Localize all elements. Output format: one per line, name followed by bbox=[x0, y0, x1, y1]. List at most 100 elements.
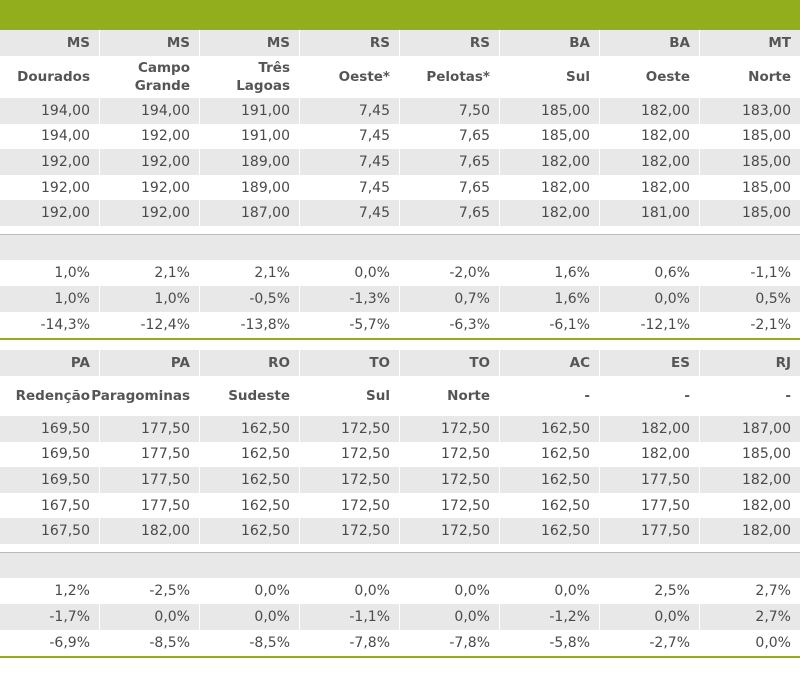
price-cell: 167,50 bbox=[0, 492, 100, 519]
city-header-row: Redenção Paragominas Sudeste Sul Norte - - - bbox=[0, 375, 800, 416]
state-header: RS bbox=[400, 30, 500, 56]
spacer bbox=[0, 225, 800, 234]
city-header: Sul bbox=[300, 375, 400, 416]
change-cell: -8,5% bbox=[100, 629, 200, 656]
change-cell: -6,9% bbox=[0, 629, 100, 656]
price-cell: 187,00 bbox=[200, 200, 300, 226]
change-cell: 1,0% bbox=[0, 285, 100, 312]
price-cell: 182,00 bbox=[500, 149, 600, 175]
state-header: RS bbox=[300, 30, 400, 56]
price-cell: 162,50 bbox=[500, 492, 600, 519]
price-row: 167,50 182,00 162,50 172,50 172,50 162,50 177,… bbox=[0, 518, 800, 544]
change-cell: 1,6% bbox=[500, 259, 600, 286]
price-cell: 182,00 bbox=[500, 200, 600, 226]
price-row: 194,00 194,00 191,00 7,45 7,50 185,00 182,00 18… bbox=[0, 98, 800, 124]
price-row: 194,00 192,00 191,00 7,45 7,65 185,00 182,00 18… bbox=[0, 123, 800, 150]
change-cell: -1,1% bbox=[750, 264, 791, 281]
change-cell: 0,0% bbox=[600, 603, 700, 630]
change-cell: -1,3% bbox=[300, 285, 400, 312]
price-row: 167,50 177,50 162,50 172,50 172,50 162,50 177,… bbox=[0, 492, 800, 519]
price-cell: 172,50 bbox=[400, 441, 500, 468]
change-row: -14,3% -12,4% -13,8% -5,7% -6,3% -6,1% -12,1% -… bbox=[0, 311, 800, 338]
price-cell: 7,45 bbox=[300, 174, 400, 201]
price-cell: 7,45 bbox=[300, 200, 400, 226]
state-header: MS bbox=[100, 30, 200, 56]
price-cell: 194,00 bbox=[100, 98, 200, 124]
price-cell: 162,50 bbox=[200, 492, 300, 519]
price-cell: 7,65 bbox=[400, 174, 500, 201]
state-header: AC bbox=[500, 349, 600, 376]
price-cell: 172,50 bbox=[400, 492, 500, 519]
price-cell: 7,65 bbox=[400, 149, 500, 175]
price-cell: 177,50 bbox=[100, 492, 200, 519]
price-cell: 167,50 bbox=[0, 518, 100, 544]
price-cell: 182,00 bbox=[600, 441, 700, 468]
price-cell: 182,00 bbox=[600, 174, 700, 201]
change-cell: -7,8% bbox=[400, 629, 500, 656]
price-row: 169,50 177,50 162,50 172,50 172,50 162,50 182,… bbox=[0, 441, 800, 468]
price-cell: 172,50 bbox=[400, 415, 500, 442]
state-header: PA bbox=[100, 349, 200, 376]
change-cell: -8,5% bbox=[200, 629, 300, 656]
change-row: 1,0% 1,0% -0,5% -1,3% 0,7% 1,6% 0,0% 0,5% bbox=[0, 285, 800, 312]
price-cell: 192,00 bbox=[0, 149, 100, 175]
price-cell: 187,00 bbox=[742, 420, 791, 437]
price-cell: 185,00 bbox=[500, 123, 600, 150]
price-cell: 162,50 bbox=[500, 467, 600, 493]
price-cell: 172,50 bbox=[300, 492, 400, 519]
price-cell: 162,50 bbox=[200, 518, 300, 544]
price-cell: 183,00 bbox=[742, 102, 791, 119]
price-cell: 177,50 bbox=[100, 467, 200, 493]
price-cell: 185,00 bbox=[742, 179, 791, 196]
change-cell: 0,0% bbox=[500, 577, 600, 604]
city-name-line: Norte bbox=[447, 387, 490, 404]
state-header: MT bbox=[768, 35, 791, 51]
price-cell: 182,00 bbox=[742, 471, 791, 488]
price-cell: 162,50 bbox=[500, 441, 600, 468]
city-header: - bbox=[700, 376, 800, 416]
spacer bbox=[0, 543, 800, 552]
city-name-line: Campo bbox=[137, 60, 190, 76]
price-cell: 172,50 bbox=[300, 441, 400, 468]
change-cell: 2,5% bbox=[600, 577, 700, 604]
price-cell: 185,00 bbox=[742, 128, 791, 145]
city-name: Pelotas* bbox=[426, 68, 490, 86]
price-cell: 192,00 bbox=[0, 200, 100, 226]
change-cell: 1,6% bbox=[500, 285, 600, 312]
city-name-line: Pelotas* bbox=[426, 69, 490, 85]
change-cell: 0,0% bbox=[200, 603, 300, 630]
price-row: 169,50 177,50 162,50 172,50 172,50 162,50 182,… bbox=[0, 415, 800, 442]
state-header: ES bbox=[600, 349, 700, 376]
change-row: 1,0% 2,1% 2,1% 0,0% -2,0% 1,6% 0,6% -1,1% bbox=[0, 259, 800, 286]
change-cell: -6,1% bbox=[500, 311, 600, 338]
city-name: Oeste* bbox=[339, 68, 390, 86]
change-row: 1,2% -2,5% 0,0% 0,0% 0,0% 0,0% 2,5% 2,7% bbox=[0, 577, 800, 604]
price-cell: 192,00 bbox=[100, 200, 200, 226]
city-header: Pelotas* bbox=[400, 56, 500, 98]
change-cell: 1,0% bbox=[0, 259, 100, 286]
city-header: Três Lagoas bbox=[200, 56, 300, 98]
state-header: PA bbox=[0, 349, 100, 376]
price-cell: 172,50 bbox=[400, 518, 500, 544]
city-name: Sul bbox=[366, 387, 390, 405]
city-name-line: Grande bbox=[134, 78, 190, 94]
state-header-row: PA PA RO TO TO AC ES RJ bbox=[0, 349, 800, 376]
change-cell: 0,5% bbox=[755, 290, 791, 307]
city-name: Sudeste bbox=[228, 387, 290, 405]
price-cell: 182,00 bbox=[600, 149, 700, 175]
city-name: Norte bbox=[447, 387, 490, 405]
city-header: Redenção bbox=[0, 375, 100, 416]
state-header: BA bbox=[500, 30, 600, 56]
city-name: - bbox=[584, 387, 590, 405]
header-bar bbox=[0, 0, 800, 30]
city-name: Três Lagoas bbox=[236, 59, 290, 95]
section-separator bbox=[0, 551, 800, 578]
price-cell: 185,00 bbox=[500, 98, 600, 124]
change-cell: 1,0% bbox=[100, 285, 200, 312]
city-header: Oeste* bbox=[300, 56, 400, 98]
price-cell: 185,00 bbox=[742, 153, 791, 170]
city-name-line: Oeste* bbox=[338, 69, 390, 85]
city-header: Dourados bbox=[0, 56, 100, 98]
price-cell: 182,00 bbox=[100, 518, 200, 544]
price-cell: 7,65 bbox=[400, 200, 500, 226]
